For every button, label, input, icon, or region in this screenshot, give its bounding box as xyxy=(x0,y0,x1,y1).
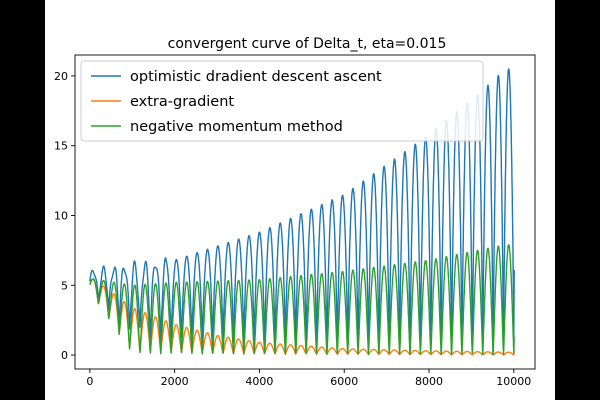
legend-label: negative momentum method xyxy=(130,119,343,135)
series-layer xyxy=(89,68,515,356)
legend: optimistic dradient descent ascent extra-… xyxy=(80,60,484,142)
legend-label: optimistic dradient descent ascent xyxy=(130,69,382,85)
y-tick-label: 20 xyxy=(54,70,68,83)
plot-border xyxy=(74,54,536,370)
x-tick-label: 2000 xyxy=(161,375,189,388)
x-tick-label: 8000 xyxy=(415,375,443,388)
chart-title: convergent curve of Delta_t, eta=0.015 xyxy=(168,36,447,52)
legend-box xyxy=(80,60,484,142)
figure: convergent curve of Delta_t, eta=0.015 0… xyxy=(45,0,555,400)
y-tick-label: 15 xyxy=(54,140,68,153)
series-line-0 xyxy=(89,68,515,353)
y-tick-label: 0 xyxy=(61,349,68,362)
x-tick-label: 0 xyxy=(86,375,93,388)
y-tick-label: 10 xyxy=(54,209,68,222)
x-tick-label: 6000 xyxy=(330,375,358,388)
y-tick-label: 5 xyxy=(61,279,68,292)
legend-label: extra-gradient xyxy=(130,94,234,110)
x-tick-label: 10000 xyxy=(496,375,531,388)
x-axis: 0 2000 4000 6000 8000 10000 xyxy=(86,369,531,388)
series-line-2 xyxy=(89,244,515,356)
x-tick-label: 4000 xyxy=(245,375,273,388)
chart: convergent curve of Delta_t, eta=0.015 0… xyxy=(54,36,536,388)
y-axis: 0 5 10 15 20 xyxy=(54,70,75,362)
